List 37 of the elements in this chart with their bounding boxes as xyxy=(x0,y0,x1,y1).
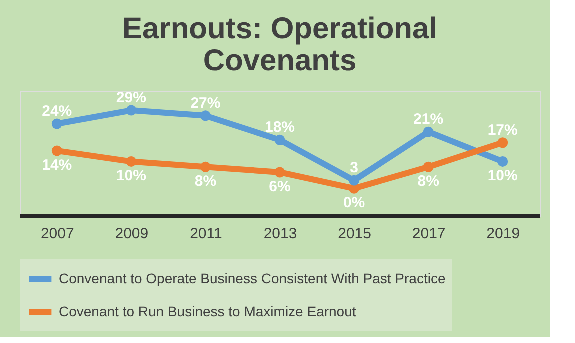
legend-label: Covenant to Run Business to Maximize Earnout xyxy=(59,304,356,320)
point xyxy=(200,110,211,122)
point xyxy=(498,156,508,167)
data-label: 24% xyxy=(42,103,72,120)
x-tick-label: 2007 xyxy=(40,226,74,242)
data-label: 14% xyxy=(42,156,72,174)
point xyxy=(349,175,360,186)
data-label: 27% xyxy=(190,94,221,112)
x-tick-label: 2011 xyxy=(190,226,222,242)
data-label: 18% xyxy=(264,119,296,136)
point xyxy=(498,138,508,148)
chart-title: Earnouts: Operational Covenants xyxy=(122,12,438,78)
point xyxy=(126,156,137,167)
legend-label: Convenant to Operate Business Consistent With Past Practice xyxy=(59,270,446,286)
data-label: 10% xyxy=(488,168,518,185)
point xyxy=(52,118,62,130)
point xyxy=(423,162,434,172)
data-label: 29% xyxy=(116,90,146,107)
point xyxy=(200,162,211,172)
point xyxy=(274,134,286,146)
point xyxy=(126,105,137,116)
point xyxy=(274,167,286,178)
x-tick-label: 2015 xyxy=(338,226,372,242)
x-tick-label: 2017 xyxy=(412,226,446,242)
data-label: 6% xyxy=(269,178,291,196)
data-label: 10% xyxy=(116,168,146,185)
x-tick-label: 2019 xyxy=(486,226,520,242)
point xyxy=(423,126,434,138)
data-label: 21% xyxy=(414,111,444,128)
data-label: 8% xyxy=(194,173,217,190)
x-tick-label: 2013 xyxy=(264,226,298,242)
data-label: 3 xyxy=(350,160,358,177)
x-tick-label: 2009 xyxy=(115,226,149,242)
data-label: 0% xyxy=(343,194,366,212)
point xyxy=(52,146,62,156)
data-label: 17% xyxy=(488,122,518,139)
data-label: 8% xyxy=(418,173,440,190)
